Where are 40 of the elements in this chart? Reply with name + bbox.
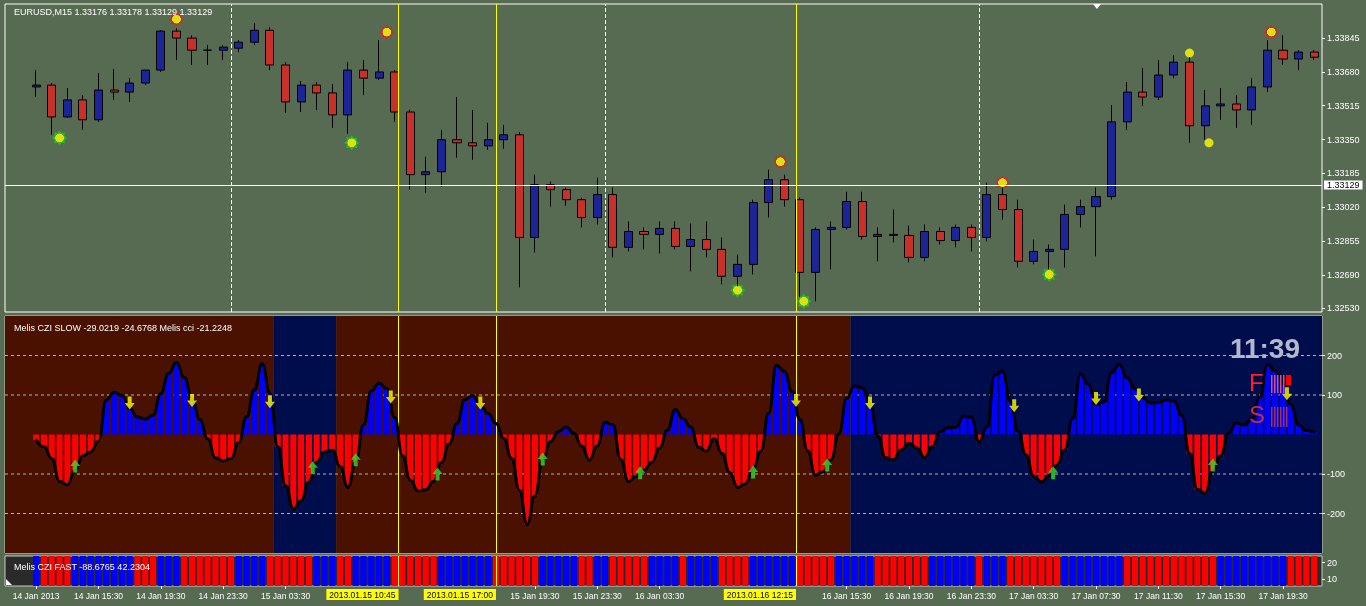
x-tick-label: 17 Jan 11:30 bbox=[1134, 590, 1183, 601]
annotation: 11:39 bbox=[1229, 332, 1300, 364]
y-tick-label: 1.32855 bbox=[1327, 236, 1360, 247]
y-tick-label: 20 bbox=[1327, 557, 1338, 568]
x-tick-label: 14 Jan 2013 bbox=[12, 590, 60, 601]
y-tick-label: 10 bbox=[1327, 574, 1338, 585]
x-tick-label: 17 Jan 03:30 bbox=[1009, 590, 1059, 601]
y-tick-label: 1.33845 bbox=[1327, 32, 1360, 43]
x-tick-label: 16 Jan 15:30 bbox=[822, 590, 872, 601]
text: Melis CZI SLOW -29.0219 -24.6768 Melis cci -21.2248 bbox=[14, 322, 233, 333]
x-tick-label: 17 Jan 15:30 bbox=[1196, 590, 1246, 601]
annotation: F bbox=[1249, 368, 1264, 396]
y-tick-label: 1.33020 bbox=[1327, 202, 1360, 213]
x-tick-label: 15 Jan 23:30 bbox=[572, 590, 623, 601]
x-tick-label: 16 Jan 19:30 bbox=[884, 590, 934, 601]
y-tick-label: 200 bbox=[1327, 350, 1343, 361]
x-tick-label: 16 Jan 03:30 bbox=[635, 590, 685, 601]
x-tick-label: 14 Jan 15:30 bbox=[73, 590, 124, 601]
ref-line-label: 2013.01.16 12:15 bbox=[726, 589, 794, 600]
x-tick-label: 14 Jan 19:30 bbox=[136, 590, 186, 601]
y-tick-label: 100 bbox=[1327, 390, 1343, 400]
ref-line-label: 2013.01.15 10:45 bbox=[329, 589, 396, 600]
x-tick-label: 17 Jan 19:30 bbox=[1258, 590, 1308, 601]
y-tick-label: 1.33680 bbox=[1327, 66, 1360, 77]
x-tick-label: 15 Jan 03:30 bbox=[260, 590, 311, 601]
y-tick-label: 1.33515 bbox=[1327, 100, 1360, 111]
annotation: S bbox=[1249, 400, 1266, 428]
ref-line-label: 1.33129 bbox=[1327, 179, 1360, 190]
y-tick-label: -200 bbox=[1327, 508, 1346, 519]
y-tick-label: 1.32530 bbox=[1327, 302, 1360, 313]
x-tick-label: 15 Jan 19:30 bbox=[510, 590, 560, 601]
x-tick-label: 17 Jan 07:30 bbox=[1071, 590, 1121, 601]
y-tick-label: 1.33350 bbox=[1327, 134, 1360, 145]
y-tick-label: 1.33185 bbox=[1327, 168, 1360, 179]
y-tick-label: -100 bbox=[1327, 469, 1346, 479]
y-tick-label: 1.32690 bbox=[1327, 270, 1360, 281]
ref-line-label: 2013.01.15 17:00 bbox=[426, 589, 494, 600]
x-tick-label: 14 Jan 23:30 bbox=[198, 590, 249, 601]
chart-title: EURUSD,M15 1.33176 1.33178 1.33129 1.33129 bbox=[14, 6, 213, 17]
x-tick-label: 16 Jan 23:30 bbox=[946, 590, 997, 601]
